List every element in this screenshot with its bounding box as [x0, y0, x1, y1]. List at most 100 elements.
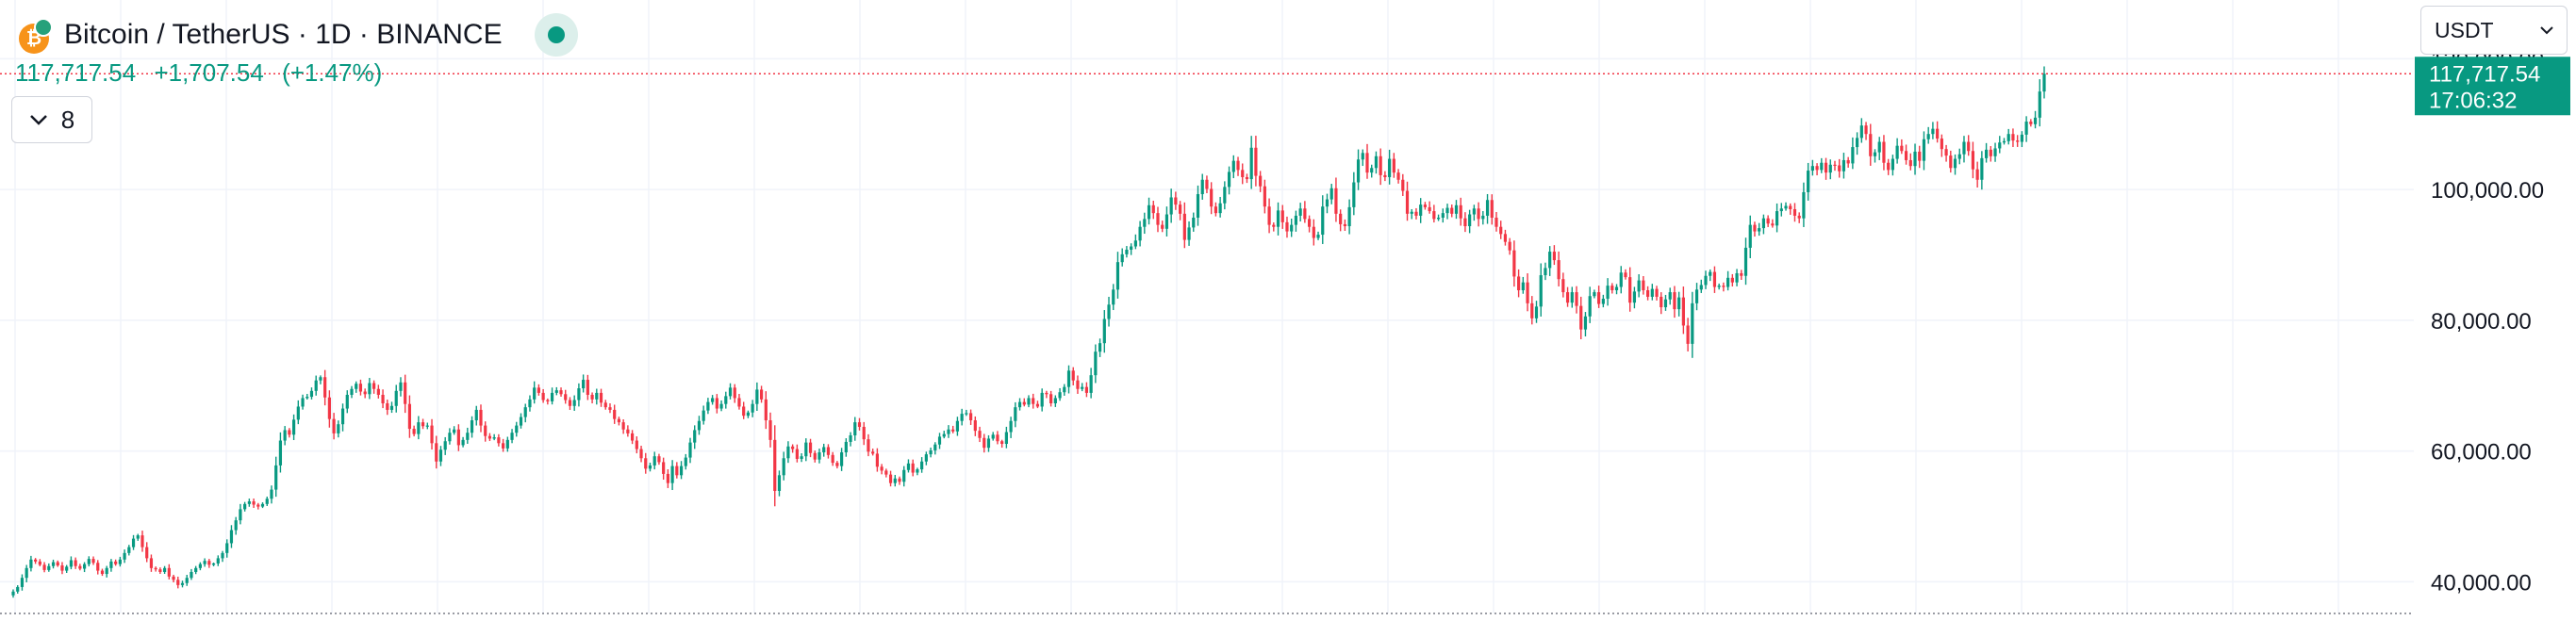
currency-select[interactable]: USDT	[2420, 6, 2568, 55]
candle	[34, 558, 38, 564]
candle	[407, 395, 412, 438]
candle	[1066, 365, 1071, 394]
candle-body	[1241, 170, 1245, 177]
candle-body	[1147, 204, 1151, 220]
candle-body	[1766, 218, 1770, 224]
candle-body	[1174, 197, 1178, 205]
candle-body	[1361, 153, 1364, 160]
candle	[1120, 248, 1124, 267]
candle	[1259, 171, 1263, 192]
candle-body	[243, 503, 247, 510]
candle-body	[42, 564, 46, 570]
candle-body	[670, 466, 674, 483]
candle	[1779, 203, 1783, 217]
candle	[2038, 79, 2041, 127]
candle-body	[288, 430, 291, 435]
candle-body	[724, 396, 728, 404]
candle-body	[1000, 441, 1004, 445]
candle	[118, 556, 122, 567]
market-open-status-icon[interactable]	[534, 13, 578, 57]
candle-body	[679, 466, 684, 476]
candle-body	[924, 454, 928, 462]
candle	[176, 576, 180, 589]
candle	[893, 474, 897, 487]
candle-body	[1681, 297, 1685, 326]
candle	[1712, 266, 1717, 293]
candle	[345, 390, 349, 414]
candle	[929, 447, 933, 458]
candle	[211, 563, 216, 566]
candle-body	[340, 408, 345, 425]
candle-body	[1454, 204, 1459, 214]
candle-body	[983, 437, 986, 449]
candle	[1365, 143, 1369, 179]
candle	[2006, 128, 2010, 145]
candle	[91, 556, 95, 565]
candle	[541, 388, 545, 403]
candle	[1704, 270, 1708, 289]
candle-body	[87, 559, 91, 564]
candle	[559, 387, 563, 397]
candle	[1838, 158, 1841, 178]
candle-body	[376, 388, 380, 395]
candle	[74, 557, 77, 569]
candle	[1410, 208, 1413, 220]
candle-body	[389, 405, 394, 410]
candle	[916, 467, 919, 476]
candle-body	[1401, 179, 1405, 191]
candle-body	[906, 463, 911, 470]
candle	[207, 559, 211, 568]
candle	[456, 424, 460, 451]
candle-body	[2020, 134, 2023, 142]
candle	[537, 384, 540, 396]
candle-body	[960, 414, 964, 421]
candle-body	[831, 454, 834, 464]
btc-usdt-logo-icon[interactable]: ₿	[15, 16, 53, 54]
candle-body	[1392, 158, 1395, 173]
symbol-title[interactable]: Bitcoin / TetherUS · 1D · BINANCE	[64, 19, 503, 50]
candle-body	[319, 377, 322, 381]
candle-body	[256, 504, 260, 507]
candle	[381, 389, 385, 409]
candle	[639, 446, 643, 463]
candle-body	[1784, 205, 1788, 209]
candle	[1709, 269, 1712, 282]
candle-body	[1445, 207, 1449, 214]
candle	[185, 575, 189, 586]
candle-body	[1485, 200, 1490, 216]
tether-icon	[34, 18, 53, 37]
indicators-toggle-button[interactable]: 8	[11, 96, 92, 143]
candle	[1004, 426, 1008, 449]
candle-body	[1102, 319, 1106, 344]
candle	[1383, 171, 1387, 182]
candle-body	[1503, 234, 1508, 242]
candle-body	[1824, 162, 1828, 173]
candle	[1045, 390, 1049, 399]
candle	[1517, 269, 1521, 298]
candle	[1593, 289, 1596, 299]
candle-body	[773, 439, 777, 491]
candle-body	[603, 402, 607, 408]
candle	[1147, 197, 1151, 225]
candle	[1655, 286, 1659, 301]
candle-body	[1267, 206, 1271, 225]
candle	[568, 397, 572, 411]
candle-body	[537, 387, 540, 393]
candle	[1356, 149, 1361, 190]
candle	[198, 562, 202, 571]
candle	[786, 441, 790, 464]
candle-body	[1761, 218, 1766, 229]
candle	[937, 433, 942, 449]
candle	[582, 374, 586, 393]
candle	[1223, 181, 1227, 210]
candle-body	[1953, 158, 1957, 169]
candle-body	[502, 443, 505, 449]
candle-body	[1967, 141, 1971, 152]
candle-body	[283, 430, 287, 441]
candle-body	[902, 469, 906, 482]
candle-body	[1089, 375, 1093, 393]
candle-body	[1637, 280, 1641, 292]
candle-body	[719, 403, 723, 409]
candle	[1272, 222, 1276, 232]
